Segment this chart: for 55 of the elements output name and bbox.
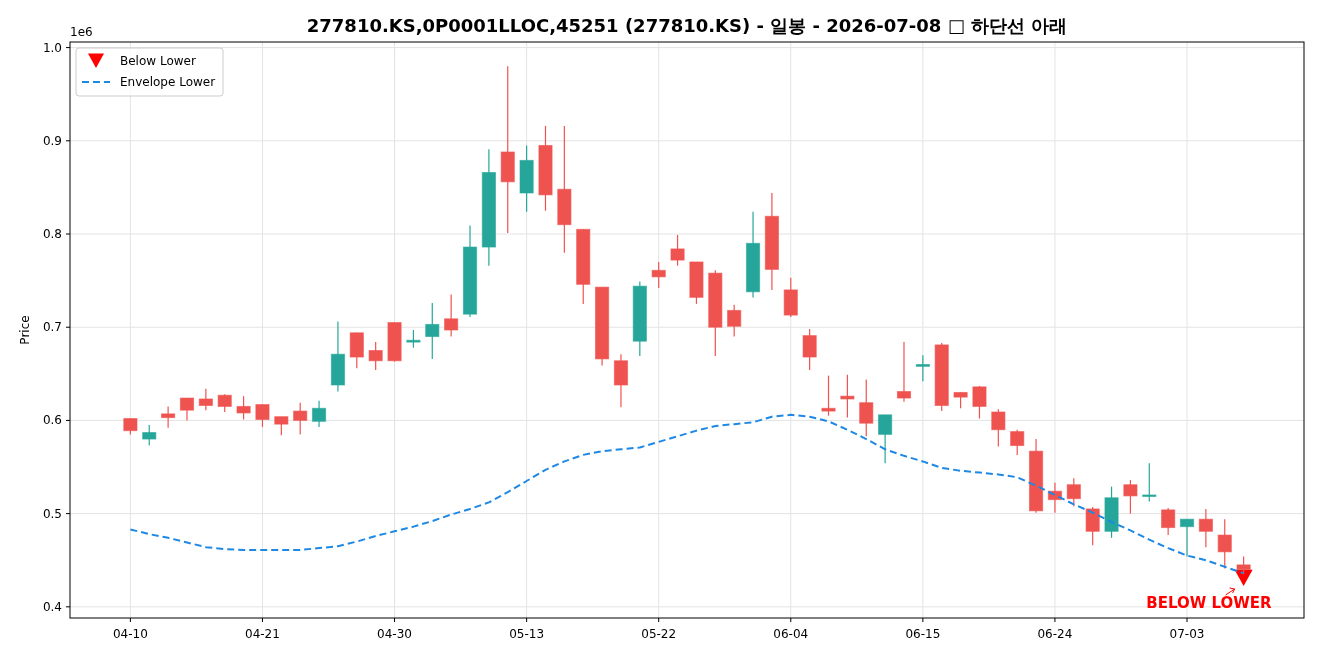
y-tick-label: 0.8 — [42, 227, 62, 241]
candlestick — [161, 405, 176, 429]
candlestick — [293, 402, 308, 435]
candlestick — [255, 403, 270, 428]
candlestick — [915, 354, 930, 382]
candlestick — [727, 304, 742, 338]
candlestick — [840, 374, 855, 419]
chart-title: 277810.KS,0P0001LLOC,45251 (277810.KS) - 일봉 - 2026-07-08 □ 하단선 아래 — [306, 15, 1068, 36]
candlestick — [444, 293, 459, 338]
candlestick — [1198, 508, 1213, 548]
candlestick — [368, 341, 383, 371]
x-tick-label: 06-24 — [1037, 627, 1073, 641]
x-tick-label: 04-30 — [377, 627, 412, 641]
x-tick-label: 04-21 — [245, 627, 280, 641]
candlestick — [236, 395, 251, 421]
candlestick — [1217, 518, 1232, 570]
candlestick — [1123, 479, 1138, 515]
candlestick — [991, 408, 1006, 448]
candlestick — [1142, 462, 1157, 503]
legend-label: Envelope Lower — [120, 75, 216, 89]
candlestick — [651, 261, 666, 289]
x-tick-label: 06-15 — [905, 627, 941, 641]
candlestick — [425, 302, 440, 360]
y-axis-title: Price — [18, 315, 32, 345]
y-tick-label: 0.4 — [42, 599, 62, 614]
candlestick — [1066, 477, 1081, 507]
candlestick — [670, 234, 685, 267]
x-tick-label: 04-10 — [112, 627, 148, 641]
x-tick-label: 05-13 — [509, 627, 545, 641]
y-tick-label: 0.9 — [42, 133, 62, 148]
candlestick — [198, 388, 213, 411]
candlestick — [311, 400, 327, 428]
candlestick — [1010, 429, 1025, 456]
y-tick-label: 1.0 — [42, 40, 62, 55]
y-tick-label: 0.6 — [42, 413, 62, 428]
candlestick — [274, 416, 289, 436]
legend-label: Below Lower — [120, 54, 196, 68]
candlestick — [859, 378, 874, 437]
x-tick-label: 07-03 — [1169, 627, 1205, 641]
candlestick — [1161, 507, 1176, 536]
text: 1e6 — [70, 25, 93, 39]
candlestick — [142, 424, 157, 447]
candlestick — [821, 375, 836, 417]
candlestick — [1179, 518, 1195, 558]
candlestick — [878, 414, 893, 464]
candlestick — [972, 385, 987, 420]
candlestick — [802, 328, 817, 371]
x-tick-label: 06-04 — [773, 627, 809, 641]
candlestick — [896, 341, 912, 403]
y-tick-label: 0.5 — [42, 506, 62, 521]
candlestick — [179, 397, 195, 422]
annotation: BELOW LOWER — [1146, 594, 1273, 612]
y-tick-label: 0.7 — [42, 320, 62, 335]
candlestick — [1085, 506, 1100, 546]
x-tick-label: 05-22 — [641, 627, 677, 641]
